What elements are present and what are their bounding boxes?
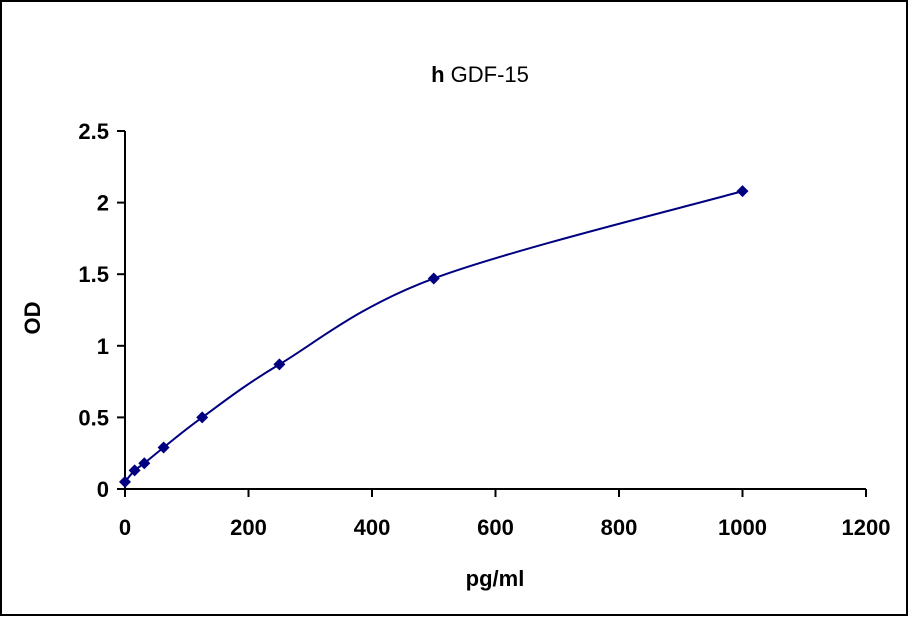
x-tick-label: 0: [119, 515, 131, 540]
y-axis-title: OD: [20, 302, 45, 335]
data-point-marker: [196, 411, 209, 424]
x-axis-title: pg/ml: [466, 566, 525, 591]
y-tick-label: 2.5: [78, 119, 109, 144]
x-tick-label: 1000: [718, 515, 767, 540]
x-tick-label: 400: [354, 515, 391, 540]
y-tick-label: 0.5: [78, 405, 109, 430]
y-tick-label: 1: [97, 334, 109, 359]
y-ticks: 0 0.5 1 1.5 2 2.5: [78, 119, 125, 502]
x-tick-label: 200: [230, 515, 267, 540]
x-tick-label: 600: [477, 515, 514, 540]
chart-title-bold: h: [431, 62, 444, 87]
chart-title: h GDF-15: [431, 62, 529, 87]
y-tick-label: 2: [97, 191, 109, 216]
data-point-marker: [736, 185, 749, 198]
series-points: [119, 185, 749, 488]
x-tick-label: 800: [601, 515, 638, 540]
data-point-marker: [138, 457, 151, 470]
series-line: [124, 190, 743, 483]
data-point-marker: [427, 272, 440, 285]
x-ticks: 0 200 400 600 800 1000 1200: [119, 489, 891, 540]
y-tick-label: 1.5: [78, 262, 109, 287]
data-point-marker: [273, 358, 286, 371]
data-point-marker: [157, 441, 170, 454]
y-tick-label: 0: [97, 477, 109, 502]
chart-title-rest: GDF-15: [445, 62, 529, 87]
x-tick-label: 1200: [842, 515, 891, 540]
data-point-marker: [119, 475, 131, 488]
data-point-marker: [128, 464, 141, 477]
